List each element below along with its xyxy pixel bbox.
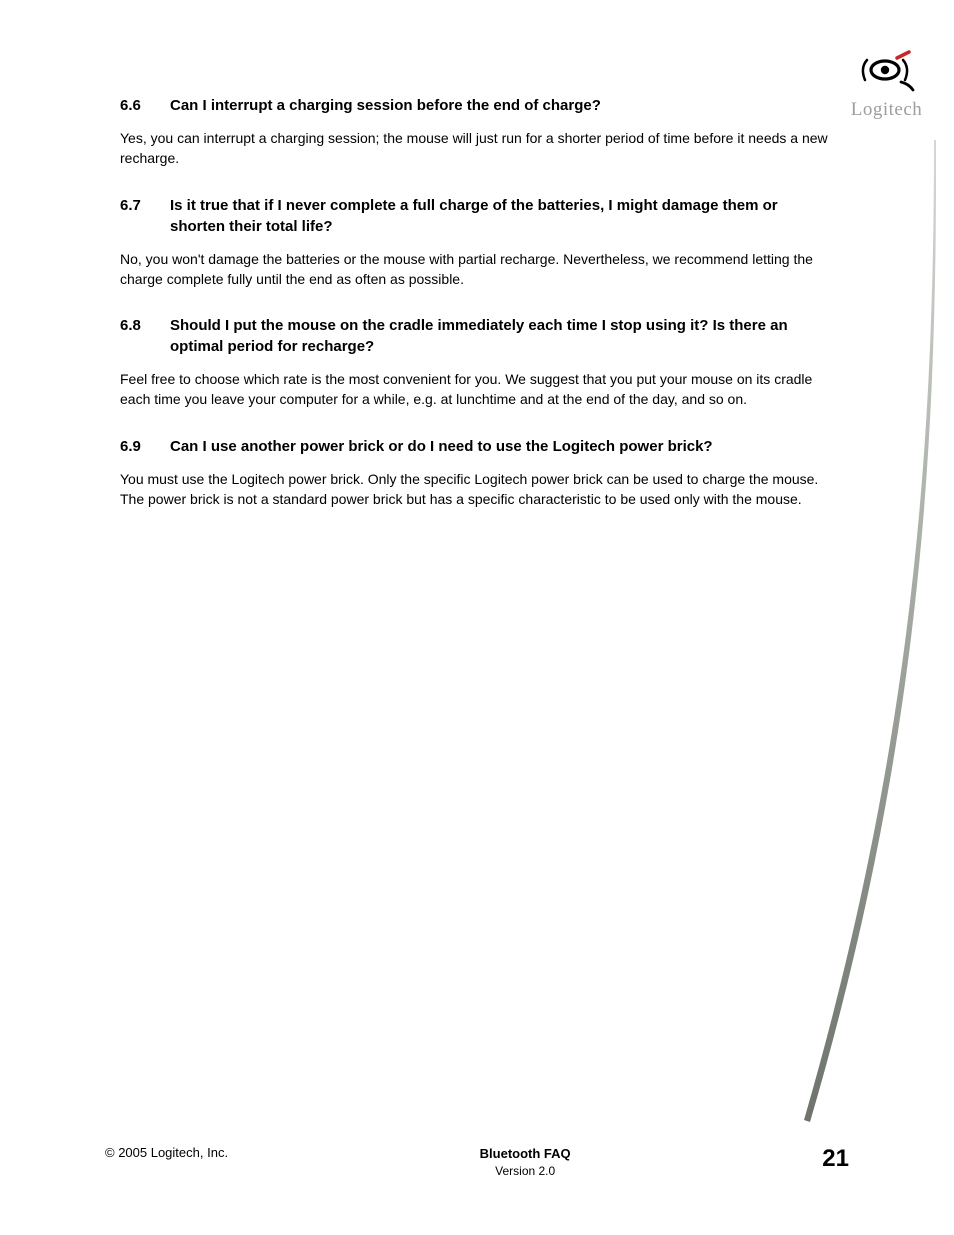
section-number: 6.8 <box>120 315 170 357</box>
faq-section: 6.9 Can I use another power brick or do … <box>120 436 854 510</box>
faq-section: 6.7 Is it true that if I never complete … <box>120 195 854 290</box>
footer-copyright: © 2005 Logitech, Inc. <box>105 1145 228 1160</box>
section-heading: 6.7 Is it true that if I never complete … <box>120 195 854 237</box>
logitech-eye-icon <box>857 50 917 92</box>
section-body: You must use the Logitech power brick. O… <box>120 469 854 510</box>
section-heading: 6.6 Can I interrupt a charging session b… <box>120 95 854 116</box>
section-title: Can I interrupt a charging session befor… <box>170 95 854 116</box>
faq-section: 6.6 Can I interrupt a charging session b… <box>120 95 854 169</box>
document-page: Logitech 6.6 Can I interrupt a charging … <box>0 0 954 1235</box>
logitech-logo: Logitech <box>839 50 934 121</box>
section-heading: 6.9 Can I use another power brick or do … <box>120 436 854 457</box>
faq-section: 6.8 Should I put the mouse on the cradle… <box>120 315 854 410</box>
section-number: 6.6 <box>120 95 170 116</box>
footer-title: Bluetooth FAQ <box>480 1145 571 1163</box>
section-heading: 6.8 Should I put the mouse on the cradle… <box>120 315 854 357</box>
section-number: 6.7 <box>120 195 170 237</box>
section-body: Yes, you can interrupt a charging sessio… <box>120 128 854 169</box>
section-body: Feel free to choose which rate is the mo… <box>120 369 854 410</box>
page-number: 21 <box>822 1145 849 1173</box>
page-footer: © 2005 Logitech, Inc. Bluetooth FAQ Vers… <box>105 1145 849 1179</box>
decorative-swoosh <box>774 140 954 1140</box>
section-title: Is it true that if I never complete a fu… <box>170 195 854 237</box>
section-number: 6.9 <box>120 436 170 457</box>
logitech-wordmark: Logitech <box>839 99 934 121</box>
section-title: Can I use another power brick or do I ne… <box>170 436 854 457</box>
footer-center: Bluetooth FAQ Version 2.0 <box>480 1145 571 1179</box>
section-title: Should I put the mouse on the cradle imm… <box>170 315 854 357</box>
section-body: No, you won't damage the batteries or th… <box>120 249 854 290</box>
footer-version: Version 2.0 <box>480 1163 571 1179</box>
